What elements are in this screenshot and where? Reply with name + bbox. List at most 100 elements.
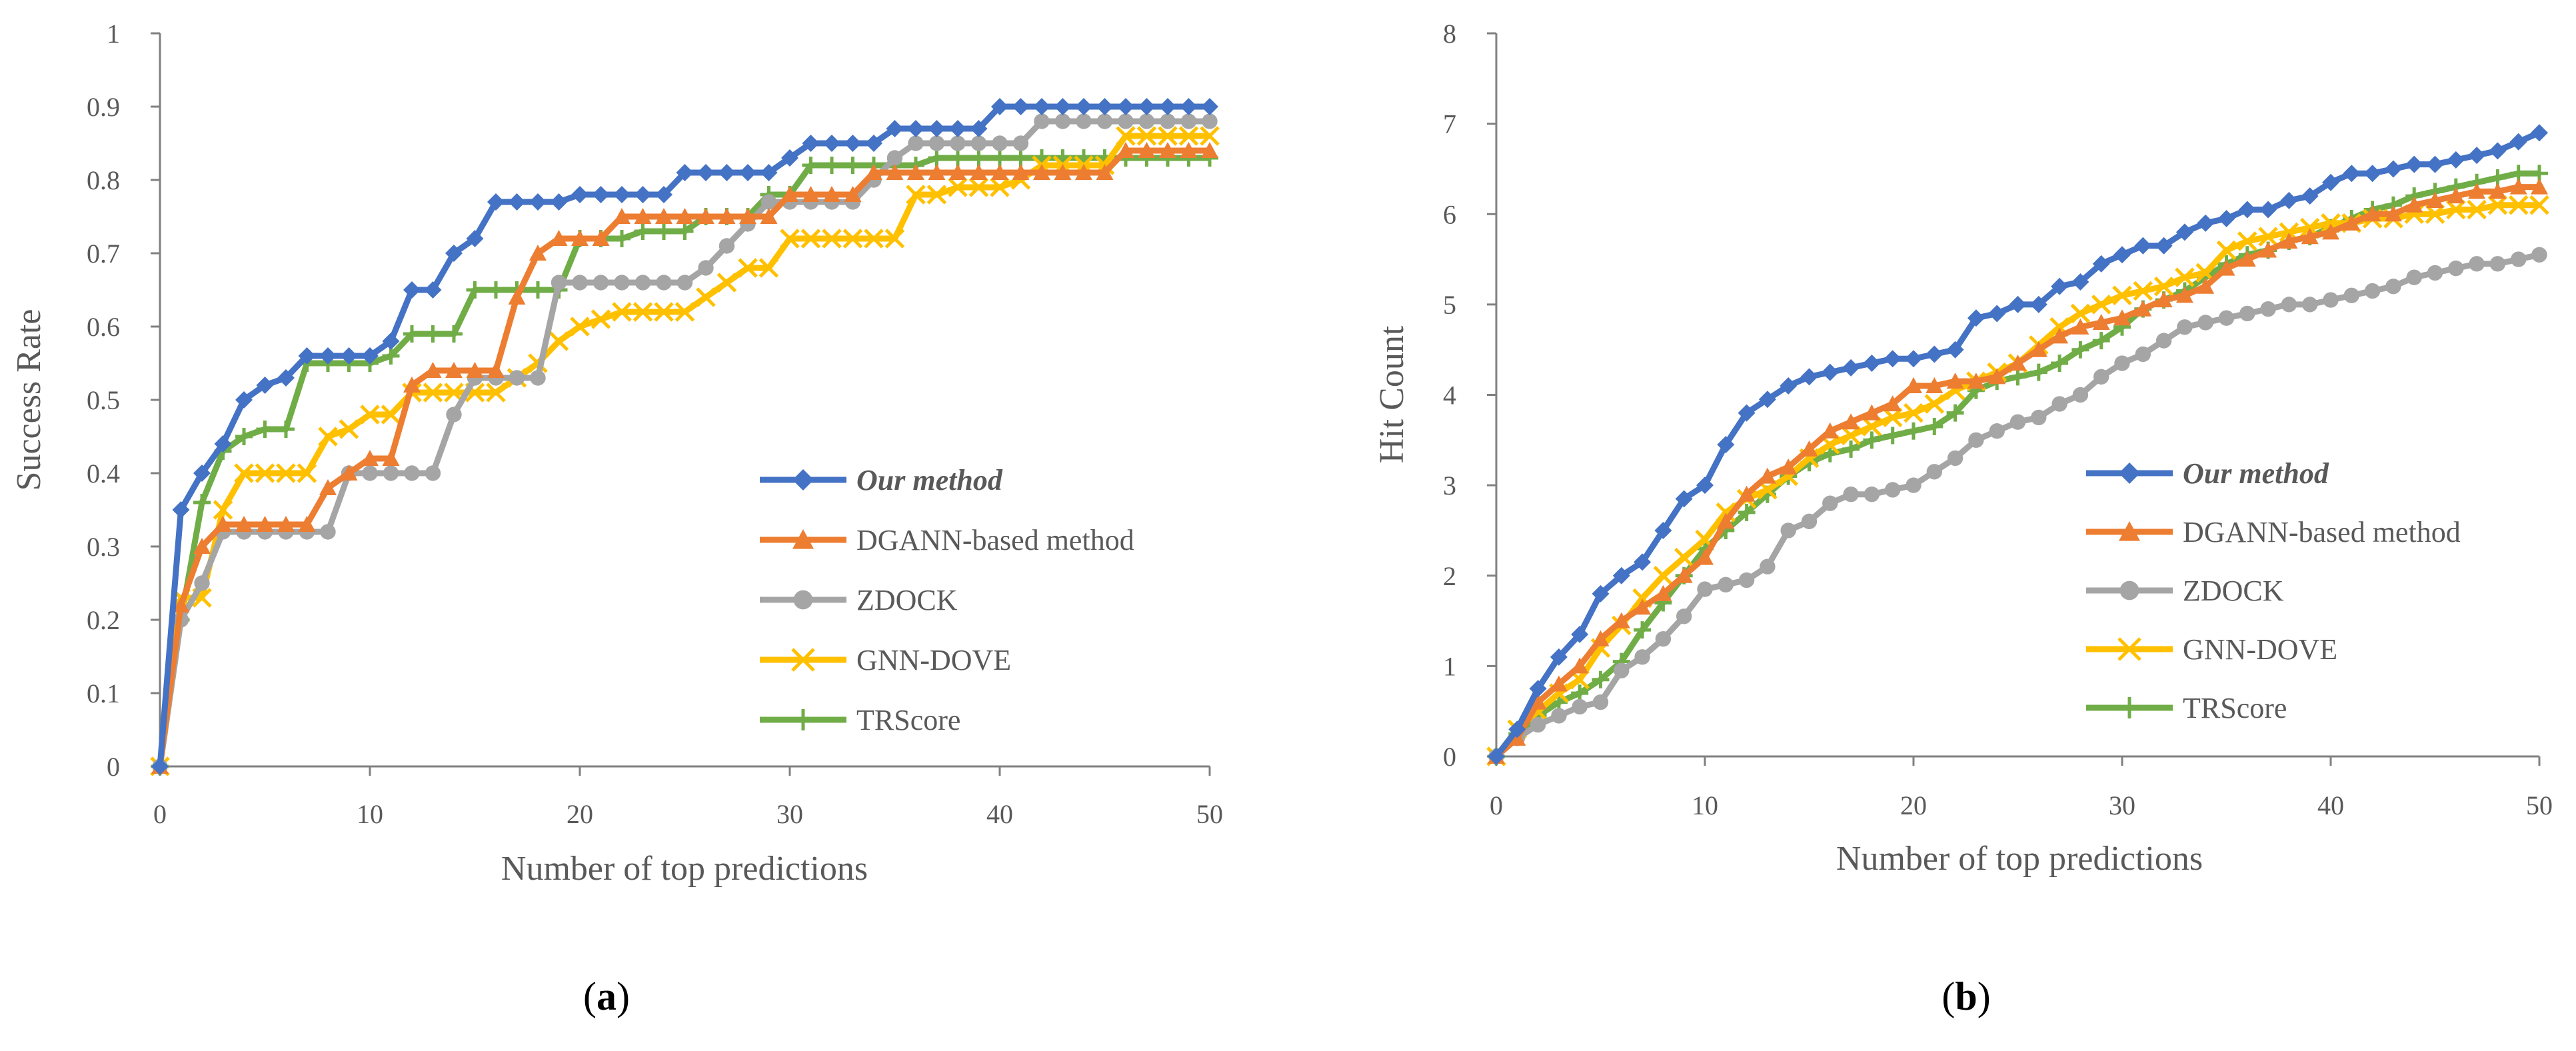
data-point <box>2009 414 2026 430</box>
data-point <box>1550 675 1568 692</box>
data-point <box>2531 247 2547 263</box>
data-point <box>928 149 946 167</box>
data-point <box>381 405 401 425</box>
data-point <box>1096 113 1113 129</box>
x-tick-label: 50 <box>2526 790 2553 820</box>
data-point <box>884 229 905 249</box>
data-point <box>1033 164 1050 181</box>
data-point <box>1864 486 1880 503</box>
y-tick-label: 0.1 <box>87 678 120 708</box>
data-point <box>2114 355 2130 371</box>
data-point <box>949 120 966 137</box>
data-point <box>1655 630 1672 647</box>
y-tick-label: 0.3 <box>87 532 120 562</box>
data-point <box>2259 201 2277 219</box>
data-point <box>739 208 756 225</box>
x-tick-label: 30 <box>2109 790 2135 820</box>
data-point <box>297 463 317 483</box>
data-point <box>1654 584 1672 601</box>
legend-label: DGANN-based method <box>2183 516 2461 548</box>
data-point <box>382 347 400 365</box>
data-point <box>2031 409 2047 426</box>
legend-swatch-marker <box>792 529 814 549</box>
data-point <box>2070 303 2091 324</box>
data-point <box>800 229 821 249</box>
y-tick-label: 4 <box>1443 381 1456 411</box>
data-point <box>2343 214 2361 231</box>
panel-label: (b) <box>1941 974 1990 1018</box>
data-point <box>2280 191 2298 209</box>
data-point <box>2406 269 2422 285</box>
data-point <box>550 230 568 247</box>
data-point <box>865 164 882 181</box>
data-point <box>1488 748 1505 765</box>
data-point <box>1946 341 1964 359</box>
data-point <box>802 186 820 203</box>
y-axis-title: Success Rate <box>10 309 48 491</box>
legend-swatch-marker <box>791 648 815 672</box>
legend: Our method DGANN-based method ZDOCK GNN-DOV… <box>760 464 1134 736</box>
legend-swatch-marker <box>793 590 813 610</box>
data-point <box>907 120 924 137</box>
data-point <box>2343 287 2359 304</box>
data-point <box>320 524 336 540</box>
data-point <box>2112 285 2132 306</box>
data-point <box>2427 265 2443 281</box>
data-point <box>991 149 1008 167</box>
data-point <box>1842 440 1860 458</box>
data-point <box>1571 625 1589 643</box>
data-point <box>1696 548 1714 565</box>
data-point <box>1118 113 1134 129</box>
data-point <box>193 465 211 482</box>
data-point <box>1988 368 2006 385</box>
data-point <box>2259 241 2277 258</box>
data-point <box>382 450 400 467</box>
data-point <box>1904 403 1924 423</box>
data-point <box>1674 547 1694 568</box>
legend-label: TRScore <box>856 704 960 736</box>
data-point <box>591 309 611 329</box>
data-point <box>1905 422 1922 440</box>
data-point <box>445 245 463 262</box>
panel-b-chart: 0 1 2 3 4 5 6 7 8 0 10 20 30 40 50 Number of top predic… <box>1373 19 2553 1018</box>
data-point <box>234 463 254 483</box>
data-point <box>2425 204 2445 225</box>
data-point <box>908 135 924 151</box>
data-point <box>1717 436 1735 454</box>
data-point <box>339 419 359 439</box>
data-point <box>424 362 442 379</box>
data-point <box>655 208 672 225</box>
data-point <box>2509 178 2527 195</box>
data-point <box>2385 279 2401 295</box>
data-point <box>1676 608 1692 624</box>
data-point <box>1012 149 1030 167</box>
y-tick-label: 1 <box>1443 651 1456 681</box>
data-point <box>572 275 588 291</box>
y-tick-label: 6 <box>1443 199 1456 229</box>
data-point <box>445 325 463 343</box>
data-point <box>928 120 946 137</box>
data-point <box>1946 404 1964 422</box>
data-point <box>676 208 694 225</box>
x-tick-label: 20 <box>567 799 593 829</box>
legend-label: DGANN-based method <box>856 524 1134 556</box>
data-point <box>1201 98 1218 115</box>
legend-label: TRScore <box>2183 692 2287 724</box>
data-point <box>2238 201 2256 219</box>
data-point <box>2092 314 2110 331</box>
data-point <box>718 164 736 181</box>
data-point <box>361 450 379 467</box>
data-point <box>2343 165 2361 183</box>
data-point <box>970 120 988 137</box>
data-point <box>1926 464 1942 480</box>
data-point <box>1884 395 1902 412</box>
data-point <box>1550 648 1568 666</box>
data-point <box>298 516 316 532</box>
data-point <box>2135 346 2151 363</box>
data-point <box>529 245 547 261</box>
data-point <box>2175 287 2193 303</box>
data-point <box>1760 558 1776 574</box>
y-tick-label: 0.8 <box>87 165 120 195</box>
data-point <box>2134 237 2152 255</box>
data-point <box>1800 440 1818 457</box>
